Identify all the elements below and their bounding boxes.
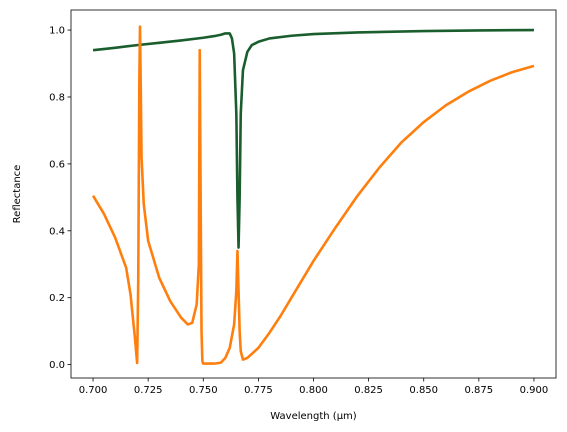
y-tick-label: 0.2	[49, 293, 65, 304]
x-tick-label: 0.875	[465, 385, 494, 396]
x-tick-label: 0.900	[520, 385, 549, 396]
y-tick-label: 0.6	[49, 159, 65, 170]
y-tick-label: 0.0	[49, 360, 65, 371]
x-axis-label: Wavelength (µm)	[270, 411, 357, 422]
x-tick-label: 0.700	[79, 385, 108, 396]
x-axis-ticks: 0.700 0.725 0.750 0.775 0.800 0.825 0.850 0.875…	[79, 378, 549, 396]
x-tick-label: 0.850	[409, 385, 438, 396]
series-line-1	[92, 28, 534, 249]
y-axis-label: Reflectance	[12, 165, 23, 224]
y-tick-label: 0.8	[49, 92, 65, 103]
x-tick-label: 0.750	[189, 385, 218, 396]
x-tick-label: 0.725	[134, 385, 163, 396]
y-tick-label: 1.0	[49, 26, 65, 37]
plot-lines	[91, 25, 535, 365]
y-axis-ticks: 0.0 0.2 0.4 0.6 0.8 1.0	[49, 26, 71, 371]
x-tick-label: 0.825	[354, 385, 383, 396]
series-line-2	[91, 25, 535, 365]
x-tick-label: 0.800	[299, 385, 328, 396]
x-tick-label: 0.775	[244, 385, 273, 396]
y-tick-label: 0.4	[49, 226, 65, 237]
